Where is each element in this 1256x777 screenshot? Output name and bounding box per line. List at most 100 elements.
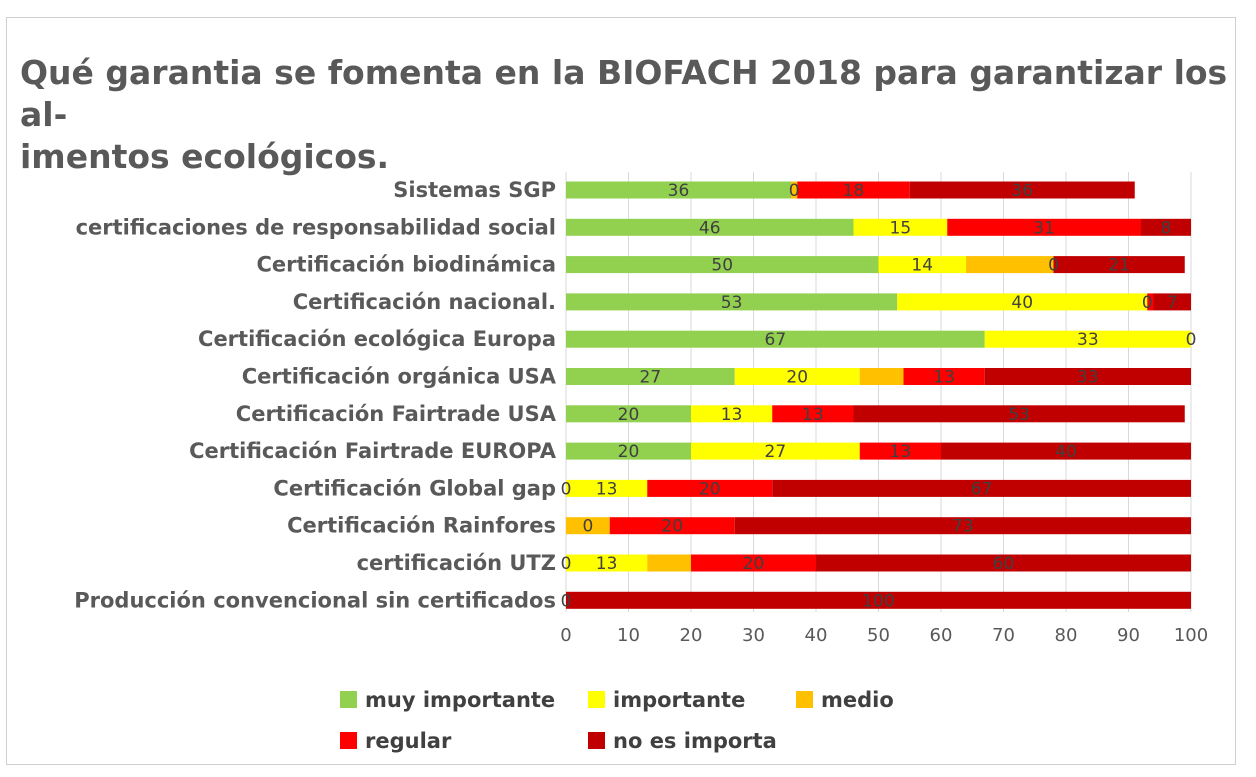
data-label: 67 bbox=[765, 330, 787, 350]
x-tick-label: 0 bbox=[560, 625, 571, 646]
bar-segment bbox=[691, 554, 816, 572]
data-label: 40 bbox=[1011, 293, 1033, 313]
x-tick-label: 90 bbox=[1117, 625, 1140, 646]
data-label: 0 bbox=[561, 479, 572, 499]
bar-segment bbox=[566, 479, 648, 497]
data-label: 20 bbox=[786, 368, 808, 388]
data-label: 67 bbox=[971, 479, 993, 499]
x-tick-label: 100 bbox=[1174, 625, 1208, 646]
data-label: 20 bbox=[743, 554, 765, 574]
data-label: 13 bbox=[596, 554, 618, 574]
bar-segment bbox=[566, 554, 648, 572]
category-label: certificaciones de responsabilidad socia… bbox=[76, 215, 556, 239]
data-label: 20 bbox=[661, 517, 683, 537]
bar-segment bbox=[903, 368, 985, 385]
x-tick-label: 80 bbox=[1055, 625, 1078, 646]
bar-segment bbox=[1147, 293, 1154, 311]
bar-segment bbox=[859, 442, 941, 460]
bar-segment bbox=[566, 405, 691, 423]
data-label: 13 bbox=[596, 479, 618, 499]
x-tick-label: 50 bbox=[867, 625, 890, 646]
data-label: 100 bbox=[862, 591, 894, 611]
data-label: 36 bbox=[1011, 181, 1033, 201]
legend-label: importante bbox=[613, 688, 745, 712]
category-label: Sistemas SGP bbox=[393, 178, 556, 202]
bar-segment bbox=[853, 405, 1185, 423]
legend-swatch bbox=[588, 691, 605, 708]
bar-segment bbox=[878, 256, 966, 274]
data-label: 36 bbox=[668, 181, 690, 201]
bar-segment bbox=[691, 405, 773, 423]
data-label: 13 bbox=[890, 442, 912, 462]
data-label: 0 bbox=[561, 554, 572, 574]
data-label: 18 bbox=[843, 181, 865, 201]
category-label: Certificación Rainfores bbox=[287, 514, 556, 538]
data-label: 31 bbox=[1033, 218, 1055, 238]
bar-segment bbox=[1153, 293, 1191, 311]
bar-segment bbox=[566, 293, 898, 311]
data-label: 7 bbox=[1167, 293, 1178, 313]
bar-segment bbox=[947, 218, 1141, 236]
bar-segment bbox=[909, 181, 1135, 199]
data-label: 20 bbox=[618, 405, 640, 425]
data-label: 73 bbox=[952, 517, 974, 537]
bar-segment bbox=[859, 368, 904, 385]
category-label: Certificación Global gap bbox=[273, 476, 556, 500]
data-label: 0 bbox=[1186, 330, 1197, 350]
category-label: Certificación Fairtrade USA bbox=[236, 402, 557, 426]
bar-segment bbox=[853, 218, 948, 236]
bar-segment bbox=[941, 442, 1191, 460]
legend-swatch bbox=[796, 691, 813, 708]
bar-segment bbox=[772, 479, 1191, 497]
chart-title-line-1: Qué garantia se fomenta en la BIOFACH 20… bbox=[20, 53, 1228, 134]
data-label: 20 bbox=[699, 479, 721, 499]
bar-segment bbox=[566, 330, 985, 348]
legend: muy importante importante medio regular no e… bbox=[340, 688, 894, 753]
category-label: Producción convencional sin certificados bbox=[74, 588, 556, 612]
category-label: Certificación biodinámica bbox=[257, 253, 556, 277]
data-label: 0 bbox=[561, 591, 572, 611]
bar-segment bbox=[816, 554, 1191, 572]
bar-segment bbox=[647, 479, 773, 497]
bar-segment bbox=[734, 368, 860, 385]
x-tick-label: 20 bbox=[680, 625, 703, 646]
category-label: Certificación nacional. bbox=[293, 290, 556, 314]
chart-title: Qué garantia se fomenta en la BIOFACH 20… bbox=[20, 52, 1230, 178]
data-label: 33 bbox=[1077, 330, 1099, 350]
data-label: 27 bbox=[765, 442, 787, 462]
category-label: Certificación ecológica Europa bbox=[198, 327, 556, 351]
data-label: 27 bbox=[640, 368, 662, 388]
bar-segment bbox=[566, 181, 791, 199]
x-tick-label: 30 bbox=[742, 625, 765, 646]
bar-segment bbox=[691, 442, 860, 460]
category-labels: Sistemas SGP certificaciones de responsab… bbox=[74, 178, 556, 612]
data-label: 8 bbox=[1161, 218, 1172, 238]
data-label: 15 bbox=[890, 218, 912, 238]
chart-title-line-2: imentos ecológicos. bbox=[20, 137, 390, 176]
data-label: 14 bbox=[911, 256, 933, 276]
x-axis-ticks: 0 10 20 30 40 50 60 70 80 90 100 bbox=[560, 625, 1208, 646]
bar-segment bbox=[566, 218, 854, 236]
bar-segment bbox=[647, 554, 691, 572]
legend-label: regular bbox=[365, 729, 452, 753]
data-label: 13 bbox=[933, 368, 955, 388]
bar-segment bbox=[984, 330, 1191, 348]
x-tick-label: 60 bbox=[930, 625, 953, 646]
legend-swatch bbox=[588, 732, 605, 749]
bar-segment bbox=[566, 256, 879, 274]
x-tick-label: 40 bbox=[805, 625, 828, 646]
data-label: 13 bbox=[802, 405, 824, 425]
legend-label: no es importa bbox=[613, 729, 777, 753]
bar-segment bbox=[1141, 218, 1191, 236]
bar-segment bbox=[609, 517, 735, 535]
data-label: 0 bbox=[789, 181, 800, 201]
data-label: 20 bbox=[618, 442, 640, 462]
data-label: 33 bbox=[1077, 368, 1099, 388]
bar-segment bbox=[566, 517, 610, 535]
category-label: Certificación Fairtrade EUROPA bbox=[189, 439, 557, 463]
data-label: 0 bbox=[1048, 256, 1059, 276]
data-label: 60 bbox=[993, 554, 1015, 574]
data-label: 40 bbox=[1055, 442, 1077, 462]
